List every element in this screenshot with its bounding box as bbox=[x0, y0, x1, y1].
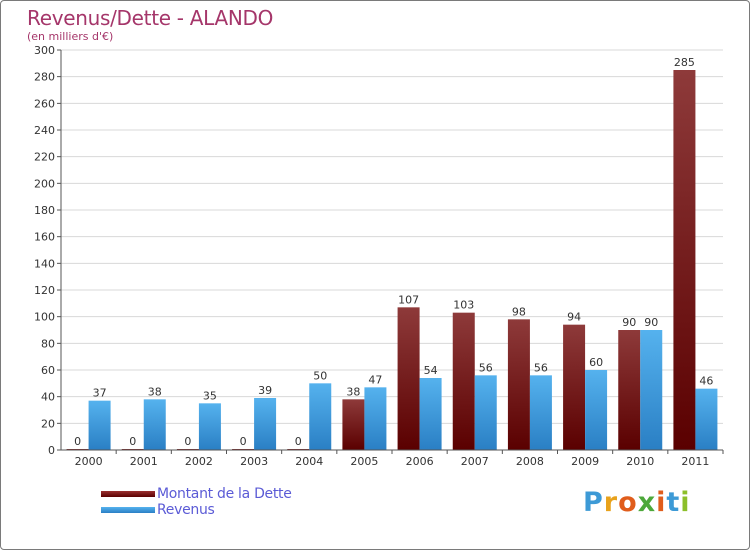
data-label-revenue-2007: 56 bbox=[479, 361, 493, 374]
data-label-revenue-2009: 60 bbox=[589, 356, 603, 369]
bar-revenue-2004 bbox=[309, 383, 332, 450]
bar-debt-2009 bbox=[563, 324, 586, 450]
bar-revenue-2003 bbox=[254, 398, 277, 450]
x-tick-label: 2002 bbox=[185, 455, 213, 468]
x-tick-label: 2004 bbox=[295, 455, 323, 468]
y-tick-label: 180 bbox=[34, 204, 55, 217]
bar-debt-2008 bbox=[507, 319, 530, 450]
data-label-debt-2009: 94 bbox=[567, 311, 581, 324]
data-label-revenue-2011: 46 bbox=[699, 375, 713, 388]
y-tick-label: 200 bbox=[34, 177, 55, 190]
y-tick-label: 120 bbox=[34, 284, 55, 297]
bar-debt-2005 bbox=[342, 399, 365, 450]
y-tick-label: 140 bbox=[34, 257, 55, 270]
data-labels: 0 37 0 38 0 35 0 39 0 50 38 47 107 54 103 56 98 56 94 60 90 9… bbox=[74, 56, 713, 448]
data-label-revenue-2003: 39 bbox=[258, 384, 272, 397]
legend-swatch-revenue bbox=[101, 507, 155, 513]
data-label-debt-2001: 0 bbox=[129, 435, 136, 448]
axes: 0 20 40 60 80 100 120 140 160 180 200 220 240 260 280 3… bbox=[34, 44, 724, 468]
data-label-debt-2002: 0 bbox=[184, 435, 191, 448]
data-label-revenue-2002: 35 bbox=[203, 389, 217, 402]
x-tick-label: 2007 bbox=[461, 455, 489, 468]
data-label-debt-2008: 98 bbox=[512, 305, 526, 318]
bar-revenue-2006 bbox=[419, 378, 442, 450]
x-tick-label: 2005 bbox=[350, 455, 378, 468]
y-tick-label: 280 bbox=[34, 71, 55, 84]
data-label-revenue-2006: 54 bbox=[424, 364, 438, 377]
data-label-debt-2006: 107 bbox=[398, 293, 419, 306]
y-tick-label: 60 bbox=[41, 364, 55, 377]
legend-label-debt: Montant de la Dette bbox=[157, 486, 292, 502]
y-tick-label: 260 bbox=[34, 97, 55, 110]
bars bbox=[66, 70, 718, 450]
data-label-debt-2007: 103 bbox=[453, 299, 474, 312]
y-tick-label: 300 bbox=[34, 44, 55, 57]
bar-revenue-2008 bbox=[529, 375, 552, 450]
y-tick-label: 40 bbox=[41, 391, 55, 404]
bar-revenue-2001 bbox=[143, 399, 166, 450]
data-label-revenue-2005: 47 bbox=[368, 373, 382, 386]
chart-title: Revenus/Dette - ALANDO bbox=[27, 6, 274, 30]
legend-swatch-debt bbox=[101, 491, 155, 497]
data-label-revenue-2008: 56 bbox=[534, 361, 548, 374]
y-tick-label: 240 bbox=[34, 124, 55, 137]
data-label-revenue-2000: 37 bbox=[93, 387, 107, 400]
legend-label-revenue: Revenus bbox=[157, 502, 215, 518]
bar-debt-2007 bbox=[452, 312, 475, 450]
legend-item-revenue: Revenus bbox=[101, 502, 292, 518]
chart-subtitle: (en milliers d'€) bbox=[27, 30, 114, 43]
proxiti-logo: Proxiti bbox=[583, 487, 691, 518]
y-tick-label: 80 bbox=[41, 337, 55, 350]
data-label-revenue-2001: 38 bbox=[148, 385, 162, 398]
bar-revenue-2005 bbox=[364, 387, 387, 450]
y-tick-label: 100 bbox=[34, 311, 55, 324]
x-tick-label: 2003 bbox=[240, 455, 268, 468]
bar-debt-2010 bbox=[618, 330, 641, 450]
legend: Montant de la Dette Revenus bbox=[101, 486, 292, 518]
y-tick-label: 0 bbox=[48, 444, 55, 457]
y-tick-label: 160 bbox=[34, 231, 55, 244]
data-label-debt-2004: 0 bbox=[295, 435, 302, 448]
x-tick-label: 2008 bbox=[516, 455, 544, 468]
data-label-debt-2003: 0 bbox=[240, 435, 247, 448]
x-tick-label: 2001 bbox=[130, 455, 158, 468]
data-label-debt-2000: 0 bbox=[74, 435, 81, 448]
y-tick-label: 20 bbox=[41, 417, 55, 430]
bar-revenue-2011 bbox=[695, 388, 718, 450]
bar-revenue-2007 bbox=[474, 375, 497, 450]
data-label-debt-2010: 90 bbox=[622, 316, 636, 329]
bar-debt-2006 bbox=[397, 307, 420, 450]
bar-revenue-2002 bbox=[198, 403, 221, 450]
data-label-debt-2005: 38 bbox=[346, 385, 360, 398]
x-tick-label: 2011 bbox=[681, 455, 709, 468]
bar-revenue-2000 bbox=[88, 400, 111, 450]
y-tick-label: 220 bbox=[34, 151, 55, 164]
bar-revenue-2010 bbox=[640, 330, 663, 450]
data-label-debt-2011: 285 bbox=[674, 56, 695, 69]
legend-item-debt: Montant de la Dette bbox=[101, 486, 292, 502]
x-tick-label: 2010 bbox=[626, 455, 654, 468]
bar-revenue-2009 bbox=[585, 370, 608, 450]
x-tick-label: 2000 bbox=[75, 455, 103, 468]
x-tick-label: 2006 bbox=[406, 455, 434, 468]
data-label-revenue-2010: 90 bbox=[644, 316, 658, 329]
data-label-revenue-2004: 50 bbox=[313, 369, 327, 382]
bar-debt-2011 bbox=[673, 70, 696, 450]
x-tick-label: 2009 bbox=[571, 455, 599, 468]
